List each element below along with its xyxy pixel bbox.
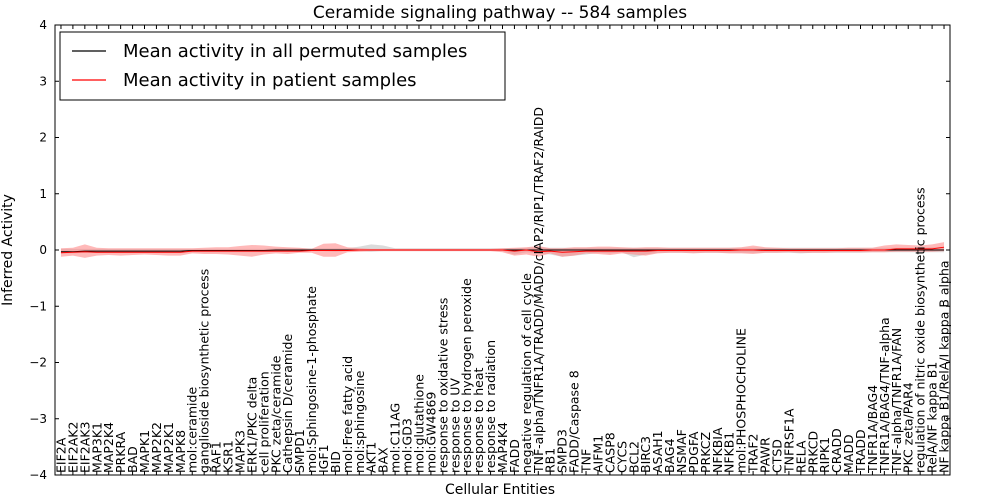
y-tick-label: −4 [29,468,47,482]
x-category-label: CRADD [829,428,844,473]
x-category-label: TRAF2 [746,433,761,474]
x-category-label: RelA/NF kappa B1 [925,362,940,473]
x-category-label: MAP3K1 [89,422,104,473]
x-category-label: BIRC3 [638,436,653,473]
x-category-label: TNFR1A/BAG4 [865,385,880,474]
y-tick-label: 0 [39,243,47,257]
x-category-label: mol:glutathione [411,374,426,473]
x-category-label: ganglioside biosynthetic process [197,269,212,473]
chart-title: Ceramide signaling pathway -- 584 sample… [313,3,687,23]
x-category-label: TRADD [853,429,868,474]
x-category-label: mol:ceramide [185,387,200,473]
x-category-label: PRKRA [113,431,128,473]
x-category-label: BCL2 [626,441,641,473]
x-category-label: BAD [125,446,140,473]
x-category-label: mol:Sphingosine-1-phosphate [304,286,319,473]
y-tick-label: 4 [39,18,47,32]
x-category-label: TNF [579,449,594,474]
x-category-label: MAPK1 [137,430,152,473]
x-category-label: BID [328,451,343,473]
x-category-label: mol:C11AG [388,403,403,473]
x-category-label: mol:PHOSPHOCHOLINE [734,328,749,473]
x-category-label: EIF2AK2 [65,422,80,473]
x-category-label: Cathepsin D/ceramide [280,333,295,473]
x-category-label: CTSD [769,439,784,473]
x-category-label: FADD [507,439,522,473]
x-category-label: TNF-alpha/TNFR1A/TRADD/MADD/cIAP2/RIP1/T… [531,107,546,474]
x-category-label: SMPD1 [292,429,307,473]
x-category-label: BAG4 [662,438,677,473]
x-category-label: regulation of nitric oxide biosynthetic … [913,187,928,473]
x-category-label: response to UV [447,378,462,473]
y-tick-label: −3 [29,412,47,426]
x-category-label: MAP2K4 [101,422,116,473]
x-category-label: RAF1 [209,441,224,473]
x-category-label: FADD/Caspase 8 [567,370,582,473]
x-category-label: PAWR [758,437,773,473]
x-category-label: NSMAF [674,429,689,473]
series-lines [60,246,945,254]
x-axis-title: Cellular Entities [445,482,555,498]
y-tick-label: 2 [39,131,47,145]
x-category-label: MAPK8 [173,430,188,473]
x-category-label: AIFM1 [590,435,605,473]
x-category-label: CYCS [614,441,629,473]
x-category-label: mol:GW4869 [423,392,438,473]
x-category-label: KSR1 [221,440,236,473]
x-category-label: TNFRSF1A [781,408,796,474]
x-category-label: PKC zeta/PAR4 [901,382,916,473]
x-category-label: CASP8 [602,432,617,473]
legend-label-patient: Mean activity in patient samples [123,70,417,91]
x-category-label: negative regulation of cell cycle [519,273,534,473]
x-category-label: mol:Free fatty acid [340,356,355,473]
x-category-label: PRKCZ [698,432,713,473]
x-category-label: IGF1 [316,444,331,473]
x-category-label: SMPD3 [555,429,570,473]
x-category-label: RB1 [543,448,558,473]
x-category-label: RELA [793,440,808,473]
x-category-label: RIPK1 [817,437,832,473]
x-category-label: TNFR1A/BAG4/TNF-alpha [877,317,892,474]
x-category-label: response to heat [471,367,486,473]
x-category-label: MAP2K1 [161,422,176,473]
x-category-label: AKT1 [364,442,379,473]
legend-box [59,31,506,101]
x-category-label: PKC zeta/ceramide [268,355,283,473]
y-tick-label: −2 [29,356,47,370]
x-category-label: MADD [841,434,856,473]
x-category-label: PRKCD [805,431,820,473]
x-category-label: response to oxidative stress [435,298,450,473]
x-category-label: mol:GD3 [400,418,415,473]
x-category-label: EIF2A [53,437,68,473]
x-axis: EIF2AEIF2AK2EIF2AK3MAP3K1MAP2K4PRKRABADM… [53,25,952,475]
x-category-label: EIF2AK3 [77,422,92,473]
x-category-label: ERK1/PKC delta [244,377,259,473]
x-category-label: cell proliferation [256,371,271,473]
x-category-label: mol:sphingosine [352,370,367,473]
x-category-label: response to hydrogen peroxide [459,278,474,473]
x-category-label: NFKBIA [710,427,725,473]
x-category-label: response to radiation [483,340,498,473]
x-category-label: NFKB1 [722,432,737,473]
x-category-label: MAP4K4 [495,422,510,473]
x-category-label: ASAH1 [650,430,665,473]
y-axis-title: Inferred Activity [0,194,16,306]
x-category-label: MAPK3 [232,430,247,473]
legend-label-permuted: Mean activity in all permuted samples [123,41,467,62]
y-axis: 4 3 2 1 0 −1 −2 −3 −4 [29,18,950,482]
legend: Mean activity in all permuted samples Me… [59,31,506,101]
x-category-label: MAP2K2 [149,422,164,473]
line-series-1 [60,246,945,254]
y-tick-label: 1 [39,187,47,201]
x-category-label: NF kappa B1/RelA/I kappa B alpha [937,260,952,473]
x-category-label: BAX [376,447,391,473]
x-category-label: TNF-alpha/TNFR1A/FAN [889,328,904,474]
y-tick-label: −1 [29,299,47,313]
y-tick-label: 3 [39,74,47,88]
x-category-label: PDGFA [686,431,701,473]
